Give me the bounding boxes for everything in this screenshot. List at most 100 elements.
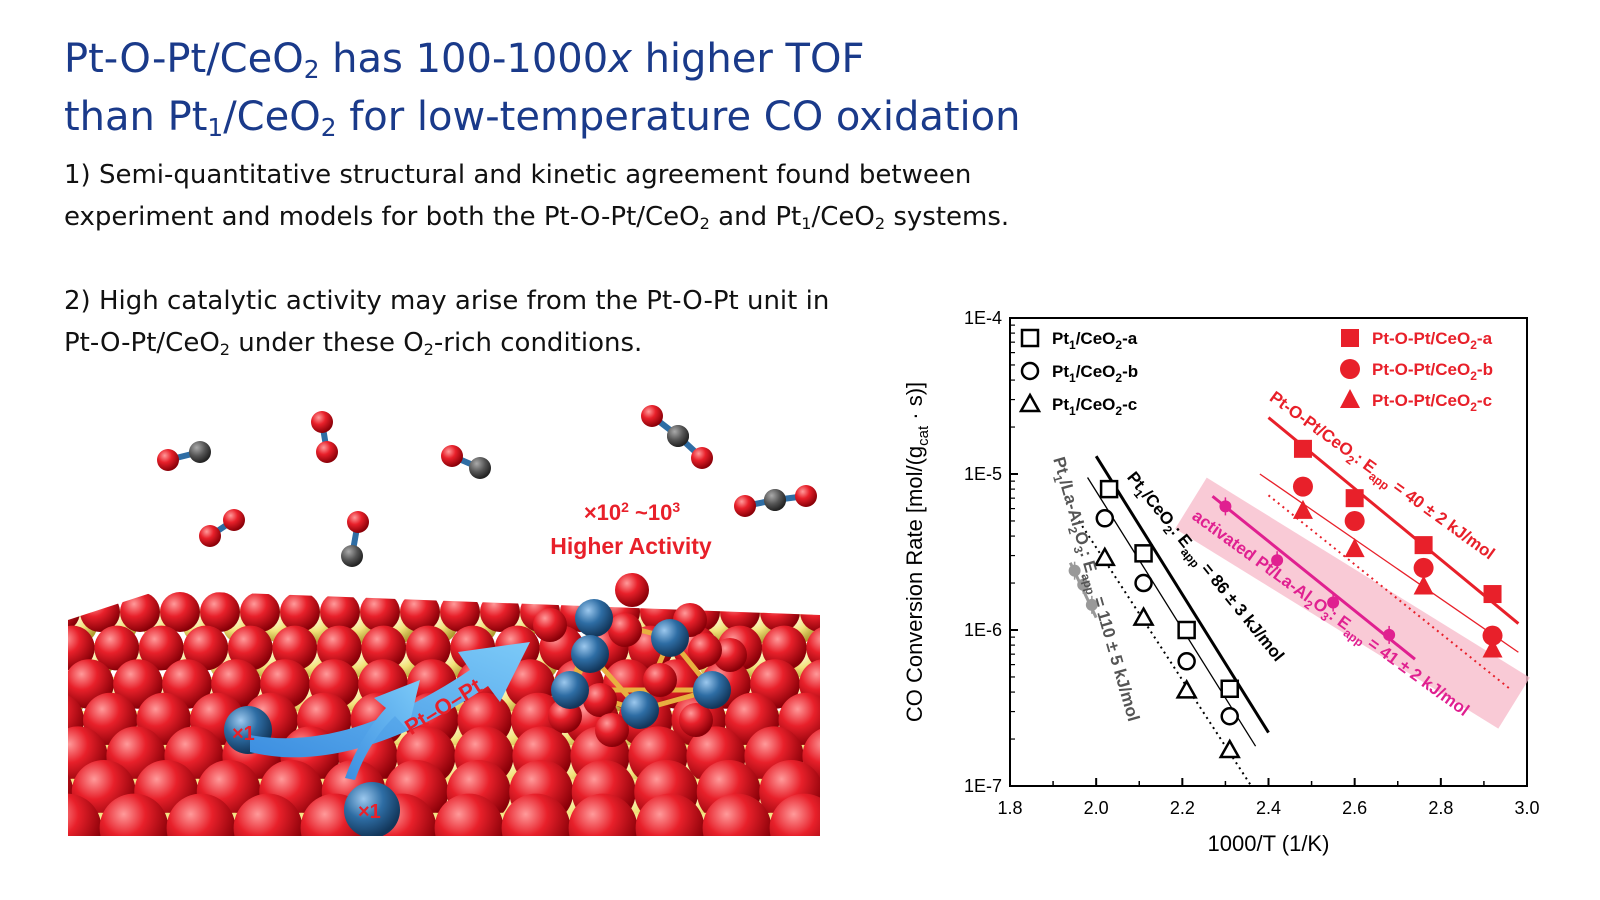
data-point bbox=[1383, 625, 1396, 644]
x-tick-label: 1.8 bbox=[997, 798, 1022, 818]
oxygen-atom bbox=[68, 760, 74, 824]
data-point bbox=[1068, 561, 1081, 580]
oxygen-atom bbox=[405, 625, 451, 671]
oxygen-atom bbox=[840, 592, 860, 632]
oxygen-atom bbox=[138, 625, 184, 671]
x-tick-label: 2.2 bbox=[1170, 798, 1195, 818]
cluster-oxygen-atom bbox=[608, 613, 642, 647]
title-text: has 100-1000 bbox=[319, 36, 609, 82]
cerium-atom bbox=[827, 677, 860, 719]
point-2-line-1: 2) High catalytic activity may arise fro… bbox=[64, 286, 830, 316]
oxygen-atom bbox=[361, 625, 407, 671]
title-text: higher TOF bbox=[631, 36, 865, 82]
data-point bbox=[1482, 638, 1503, 658]
data-point-dot bbox=[1383, 628, 1396, 641]
cluster-oxygen-atom bbox=[583, 683, 617, 717]
oxygen-atom bbox=[837, 794, 860, 850]
carbon-atom bbox=[469, 457, 491, 479]
oxygen-atom bbox=[157, 449, 179, 471]
single-site-label: ×1 bbox=[358, 801, 381, 823]
oxygen-atom bbox=[800, 592, 820, 632]
oxygen-atom bbox=[702, 793, 772, 836]
legend-label: Pt-O-Pt/CeO2-c bbox=[1372, 391, 1492, 414]
title-subscript: 1 bbox=[207, 113, 224, 143]
data-point bbox=[1177, 652, 1196, 671]
cerium-atom bbox=[23, 609, 57, 643]
slide-title: Pt-O-Pt/CeO2 has 100-1000x higher TOF th… bbox=[64, 30, 1164, 146]
legend-label: Pt1/CeO2-c bbox=[1052, 395, 1137, 418]
data-point bbox=[1134, 573, 1153, 593]
point-1-line-1: 1) Semi-quantitative structural and kine… bbox=[64, 160, 972, 190]
data-point-dot bbox=[1085, 598, 1098, 611]
cerium-atom bbox=[0, 745, 16, 795]
legend-marker bbox=[1020, 328, 1040, 348]
y-axis-label: CO Conversion Rate [mol/(gcat · s)] bbox=[902, 382, 932, 722]
fit-line bbox=[1094, 455, 1270, 734]
pt-o-pt-cluster bbox=[533, 573, 747, 747]
oxygen-atom bbox=[440, 592, 480, 632]
cluster-oxygen-atom bbox=[643, 663, 677, 697]
oxygen-atom bbox=[68, 625, 95, 671]
carbon-atom bbox=[667, 425, 689, 447]
oxygen-atom bbox=[769, 793, 820, 836]
oxygen-atom bbox=[316, 441, 338, 463]
single-site-label: ×1 bbox=[232, 723, 255, 745]
oxygen-atom bbox=[641, 405, 663, 427]
cerium-atom bbox=[0, 779, 37, 833]
point-text: /CeO bbox=[811, 202, 875, 232]
data-point bbox=[1292, 499, 1313, 519]
y-tick-label: 1E-6 bbox=[964, 620, 1002, 640]
cluster-oxygen-atom bbox=[533, 608, 567, 642]
point-subscript: 2 bbox=[219, 340, 231, 360]
data-point bbox=[1482, 625, 1503, 646]
oxygen-atom bbox=[68, 793, 102, 836]
oxygen-atom bbox=[734, 495, 756, 517]
x-tick-label: 3.0 bbox=[1514, 798, 1539, 818]
data-point bbox=[1134, 544, 1153, 563]
oxygen-atom bbox=[691, 447, 713, 469]
data-point bbox=[1220, 706, 1239, 726]
oxygen-atom bbox=[280, 592, 320, 632]
cluster-pt-atom bbox=[693, 671, 731, 709]
y-tick-label: 1E-4 bbox=[964, 308, 1002, 328]
y-tick-label: 1E-5 bbox=[964, 464, 1002, 484]
oxygen-atom bbox=[94, 625, 140, 671]
oxygen-atom bbox=[0, 726, 50, 785]
oxygen-atom bbox=[434, 793, 504, 836]
activity-arrow-lower bbox=[345, 680, 420, 780]
oxygen-atom bbox=[501, 793, 571, 836]
oxygen-atom bbox=[223, 509, 245, 531]
point-subscript: 2 bbox=[423, 340, 434, 360]
legend-label: Pt1/CeO2-a bbox=[1052, 329, 1138, 352]
point-text: and Pt bbox=[709, 202, 802, 232]
title-line-2: than Pt1/CeO2 for low-temperature CO oxi… bbox=[64, 88, 1164, 146]
data-point bbox=[1099, 479, 1119, 499]
data-point bbox=[1414, 536, 1433, 555]
oxygen-atom bbox=[851, 626, 860, 671]
x-tick-label: 2.4 bbox=[1256, 798, 1281, 818]
data-point-dot bbox=[1077, 578, 1090, 591]
oxygen-atom bbox=[15, 659, 65, 709]
catalyst-illustration: Pt–O–Pt ×1 ×1 ×102 ~103 Higher Activity bbox=[0, 405, 860, 850]
x-axis-label: 1000/T (1/K) bbox=[1208, 831, 1330, 856]
arrhenius-chart: 1.8 2.0 2.2 2.4 2.6 2.8 3.0 1E-7 1E-6 1E-5 1E-4 Pt… bbox=[902, 308, 1540, 856]
oxygen-atom bbox=[832, 693, 860, 747]
oxygen-atom bbox=[233, 793, 303, 836]
carbon-atom bbox=[189, 441, 211, 463]
chart-legend: Pt1/CeO2-a Pt1/CeO2-b Pt1/CeO2-c Pt-O-Pt/Ce… bbox=[1018, 328, 1493, 418]
oxygen-atom bbox=[199, 525, 221, 547]
data-point bbox=[1413, 557, 1434, 578]
activated-sample-highlight bbox=[1175, 477, 1530, 729]
annotation-pt1-la-al2o3: Pt1/La-Al2O3: Eapp = 110 ± 5 kJ/mol bbox=[1045, 455, 1143, 725]
title-text: Pt-O-Pt/CeO bbox=[64, 36, 304, 82]
oxygen-atom bbox=[822, 760, 860, 824]
ceria-surface bbox=[0, 592, 860, 850]
carbon-atom bbox=[341, 545, 363, 567]
oxygen-atom bbox=[120, 592, 160, 632]
title-line-1: Pt-O-Pt/CeO2 has 100-1000x higher TOF bbox=[64, 30, 1164, 88]
oxygen-atom bbox=[0, 693, 30, 747]
data-point bbox=[1220, 679, 1239, 699]
legend-label: Pt1/CeO2-b bbox=[1052, 362, 1138, 385]
data-point bbox=[1344, 538, 1365, 558]
oxygen-atom bbox=[5, 626, 50, 671]
